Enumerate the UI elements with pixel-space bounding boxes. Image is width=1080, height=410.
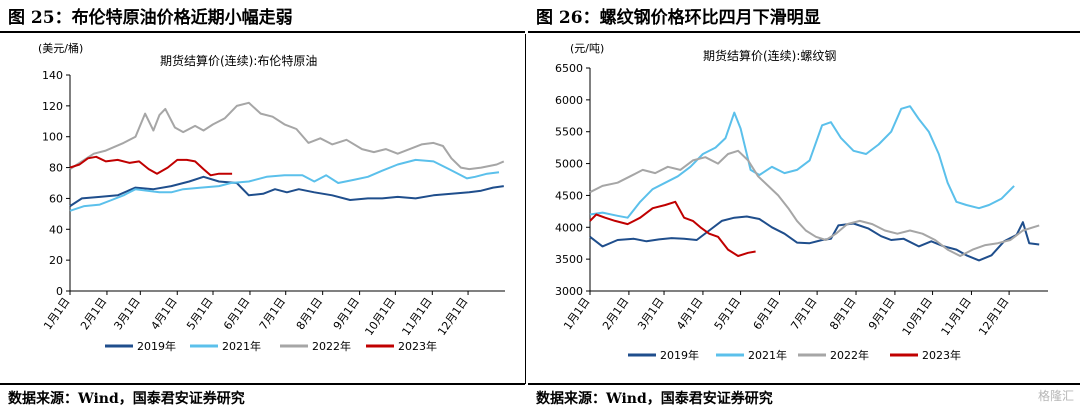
x-tick-label: 4月1日	[148, 295, 179, 332]
x-tick-label: 12月1日	[435, 295, 470, 338]
y-tick-label: 40	[49, 223, 63, 236]
top-rule	[528, 31, 1080, 33]
legend-label: 2023年	[922, 348, 961, 362]
unit-label: (美元/桶)	[38, 41, 83, 55]
legend-label: 2019年	[137, 339, 176, 353]
bottom-rule	[528, 383, 1080, 385]
source-note: 数据来源：Wind，国泰君安证券研究	[8, 391, 245, 407]
series-line-2019年	[69, 175, 504, 207]
y-tick-label: 4500	[555, 189, 583, 202]
x-tick-label: 10月1日	[363, 295, 398, 338]
y-tick-label: 6500	[555, 62, 583, 75]
figure-title: 图 26：螺纹钢价格环比四月下滑明显	[536, 8, 821, 28]
series-annotation: 期货结算价(连续):布伦特原油	[160, 53, 317, 68]
y-tick-label: 80	[49, 162, 63, 175]
x-tick-label: 6月1日	[751, 295, 782, 332]
y-tick-label: 3500	[555, 253, 583, 266]
x-tick-label: 2月1日	[78, 295, 109, 332]
y-tick-label: 6000	[555, 94, 583, 107]
y-tick-label: 4000	[555, 221, 583, 234]
series-annotation: 期货结算价(连续):螺纹钢	[703, 48, 836, 63]
y-tick-label: 3000	[555, 285, 583, 298]
x-tick-label: 11月1日	[399, 295, 434, 338]
legend-label: 2023年	[398, 339, 437, 353]
series-line-2019年	[589, 215, 1040, 262]
watermark-logo: 格隆汇	[1037, 389, 1074, 403]
x-tick-label: 8月1日	[827, 295, 858, 332]
x-tick-label: 9月1日	[331, 295, 362, 332]
x-tick-label: 1月1日	[561, 295, 592, 332]
panel-rebar: 图 26：螺纹钢价格环比四月下滑明显 (元/吨) 期货结算价(连续):螺纹钢 300…	[528, 0, 1080, 410]
x-tick-label: 3月1日	[635, 295, 666, 332]
x-tick-label: 11月1日	[939, 295, 974, 338]
y-tick-label: 60	[49, 192, 63, 205]
x-tick-label: 7月1日	[788, 295, 819, 332]
legend-label: 2022年	[830, 348, 869, 362]
x-tick-label: 4月1日	[674, 295, 705, 332]
top-rule	[0, 31, 525, 33]
x-tick-label: 10月1日	[900, 295, 935, 338]
series-line-2022年	[589, 149, 1040, 257]
rebar-chart: (元/吨) 期货结算价(连续):螺纹钢 3000 3500 4000 4500 5000 55…	[555, 42, 1048, 362]
unit-label: (元/吨)	[570, 42, 604, 55]
x-tick-label: 7月1日	[257, 295, 288, 332]
bottom-rule	[0, 383, 525, 385]
x-tick-label: 9月1日	[866, 295, 897, 332]
source-note: 数据来源：Wind，国泰君安证券研究	[536, 391, 773, 407]
x-tick-label: 5月1日	[712, 295, 743, 332]
x-tick-label: 5月1日	[184, 295, 215, 332]
series-line-2022年	[69, 101, 505, 171]
panel-brent: 图 25：布伦特原油价格近期小幅走弱 (美元/桶) 期货结算价(连续):布伦特原油…	[0, 0, 525, 410]
y-tick-label: 140	[42, 69, 63, 82]
x-tick-label: 8月1日	[294, 295, 325, 332]
y-tick-label: 5500	[555, 126, 583, 139]
legend-label: 2022年	[312, 339, 351, 353]
y-tick-label: 20	[49, 254, 63, 267]
x-tick-label: 2月1日	[600, 295, 631, 332]
series-line-2023年	[589, 200, 756, 257]
series-line-2021年	[589, 105, 1015, 219]
y-tick-label: 120	[42, 100, 63, 113]
brent-chart: (美元/桶) 期货结算价(连续):布伦特原油 0 20 40 60 80 100 120 140 1…	[38, 41, 505, 353]
panel-divider	[525, 34, 526, 384]
y-tick-label: 100	[42, 131, 63, 144]
legend-label: 2019年	[660, 348, 699, 362]
series-line-2021年	[69, 158, 500, 212]
x-tick-label: 6月1日	[221, 295, 252, 332]
figure-title: 图 25：布伦特原油价格近期小幅走弱	[8, 8, 293, 28]
legend-label: 2021年	[748, 348, 787, 362]
y-tick-label: 5000	[555, 158, 583, 171]
series-line-2023年	[69, 155, 233, 177]
x-tick-label: 1月1日	[41, 295, 72, 332]
x-tick-label: 12月1日	[976, 295, 1011, 338]
x-tick-label: 3月1日	[111, 295, 142, 332]
y-tick-label: 0	[56, 285, 63, 298]
legend-label: 2021年	[222, 339, 261, 353]
